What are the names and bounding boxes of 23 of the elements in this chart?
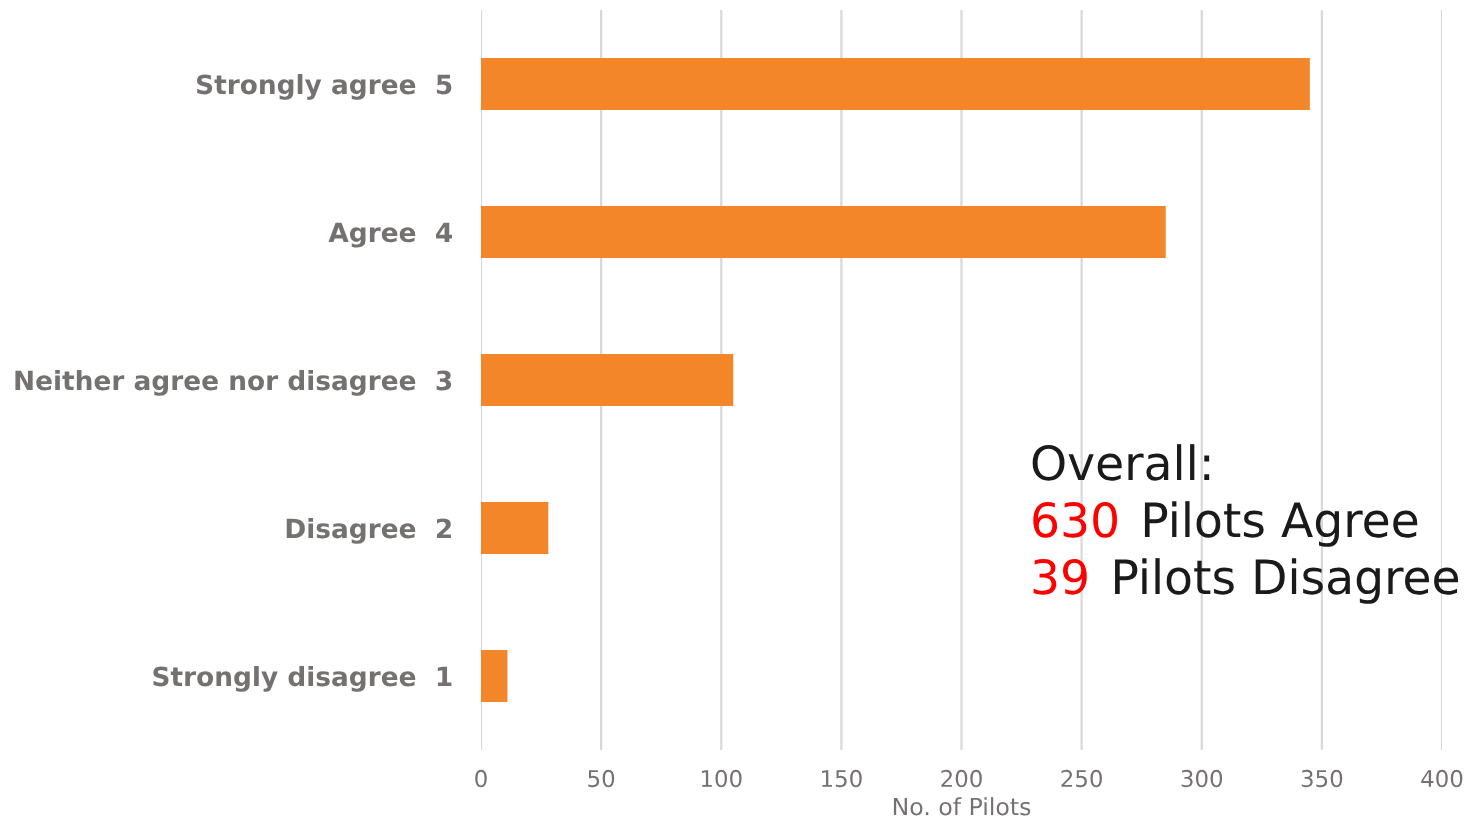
- x-tick-label: 200: [941, 769, 982, 788]
- annotation: 39 Pilots Disagree: [1033, 558, 1459, 604]
- bar: [481, 502, 549, 554]
- y-tick-label: Agree 4: [328, 222, 453, 248]
- x-tick-label: 400: [1421, 769, 1463, 788]
- x-tick-label: 300: [1181, 769, 1223, 788]
- bar: [481, 354, 734, 406]
- y-tick-label: Strongly disagree 1: [153, 665, 452, 692]
- y-tick-label: Neither agree nor disagree 3: [15, 369, 452, 396]
- x-tick-label: 0: [475, 769, 487, 788]
- bar: [481, 58, 1310, 110]
- x-axis-title: No. of Pilots: [893, 797, 1031, 816]
- annotation: Overall:: [1032, 444, 1210, 481]
- x-tick-label: 150: [822, 769, 862, 788]
- y-tick-label: Disagree 2: [286, 517, 451, 544]
- annotation: 630 Pilots Agree: [1033, 501, 1418, 547]
- y-tick-label: Strongly agree 5: [197, 73, 452, 100]
- x-tick-label: 350: [1301, 769, 1343, 788]
- x-tick-label: 250: [1061, 769, 1102, 788]
- x-tick-label: 100: [701, 769, 742, 788]
- bar: [481, 206, 1166, 258]
- bar: [481, 650, 508, 702]
- x-tick-label: 50: [588, 769, 615, 788]
